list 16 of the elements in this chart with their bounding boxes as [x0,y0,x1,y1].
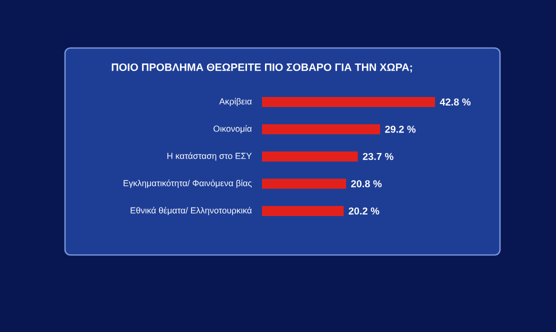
data-label: 42.8 % [440,98,471,106]
y-tick-label: Εγκληματικότητα/ Φαινόμενα βίας [124,180,252,188]
data-label: 20.2 % [348,207,380,215]
y-tick-label: Εθνικά θέματα/ Ελληνοτουρκικά [130,206,252,216]
data-label: 29.2 % [385,126,416,133]
bar [262,97,436,107]
data-label: 23.7 % [362,152,394,160]
data-label: 20.8 % [351,180,382,188]
bar [262,178,346,189]
y-tick-label: Οικονομία [214,125,252,134]
bar [262,124,380,134]
bar [262,152,358,162]
chart-title: ΠΟΙΟ ΠΡΟΒΛΗΜΑ ΘΕΩΡΕΙΤΕ ΠΙΟ ΣΟΒΑΡΟ ΓΙΑ ΤΗΝ ΧΩΡΑ; [112,63,412,73]
y-tick-label: Ακρίβεια [219,98,252,106]
y-tick-label: Η κατάσταση στο ΕΣΥ [167,152,252,161]
bar [262,206,344,216]
